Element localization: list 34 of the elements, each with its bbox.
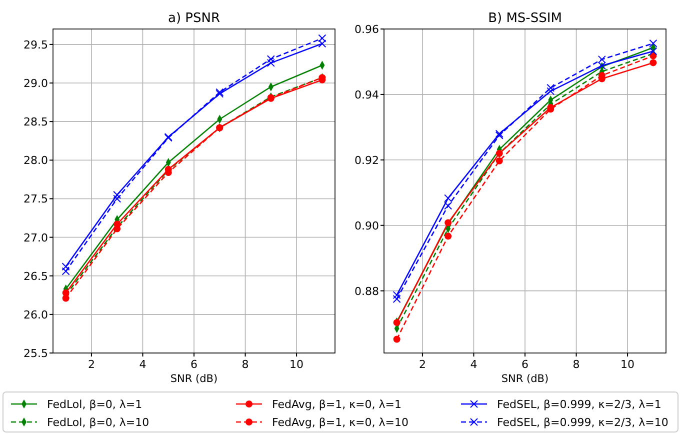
x-tick-label: 2 [88, 358, 95, 371]
y-tick-label: 29.5 [24, 38, 48, 52]
x-tick-label: 8 [242, 358, 249, 371]
y-tick-label: 0.96 [354, 23, 379, 36]
x-tick-label: 8 [572, 358, 580, 371]
y-tick-label: 26.0 [24, 308, 48, 322]
y-tick-label: 0.90 [354, 219, 379, 232]
legend-label: FedAvg, β=1, κ=0, λ=1 [272, 398, 402, 411]
x-tick-label: 4 [470, 358, 478, 371]
y-tick-label: 0.92 [354, 154, 379, 167]
legend-label: FedLol, β=0, λ=10 [47, 416, 150, 429]
x-axis-title: SNR (dB) [170, 373, 218, 385]
y-tick-label: 0.88 [354, 284, 379, 298]
x-tick-label: 6 [190, 358, 198, 371]
chart-title: a) PSNR [168, 11, 220, 26]
y-tick-label: 29.0 [24, 77, 48, 90]
x-tick-label: 10 [290, 358, 304, 371]
y-tick-label: 27.5 [24, 192, 48, 206]
x-tick-label: 10 [620, 358, 635, 371]
y-tick-label: 25.5 [24, 347, 48, 360]
legend-label: FedSEL, β=0.999, κ=2/3, λ=10 [497, 416, 668, 429]
legend-label: FedSEL, β=0.999, κ=2/3, λ=1 [497, 398, 662, 411]
y-tick-label: 28.0 [24, 154, 48, 168]
legend-label: FedAvg, β=1, κ=0, λ=10 [272, 416, 408, 429]
y-tick-label: 28.5 [24, 116, 48, 129]
x-tick-label: 2 [418, 358, 426, 371]
x-tick-label: 6 [522, 358, 528, 371]
x-tick-label: 4 [139, 358, 146, 371]
y-tick-label: 0.94 [354, 88, 379, 102]
y-tick-label: 26.5 [24, 270, 48, 283]
x-axis-title: SNR (dB) [501, 373, 549, 385]
y-tick-label: 27.0 [24, 231, 48, 244]
legend-label: FedLol, β=0, λ=1 [47, 398, 142, 411]
chart-title: B) MS-SSIM [488, 11, 562, 26]
